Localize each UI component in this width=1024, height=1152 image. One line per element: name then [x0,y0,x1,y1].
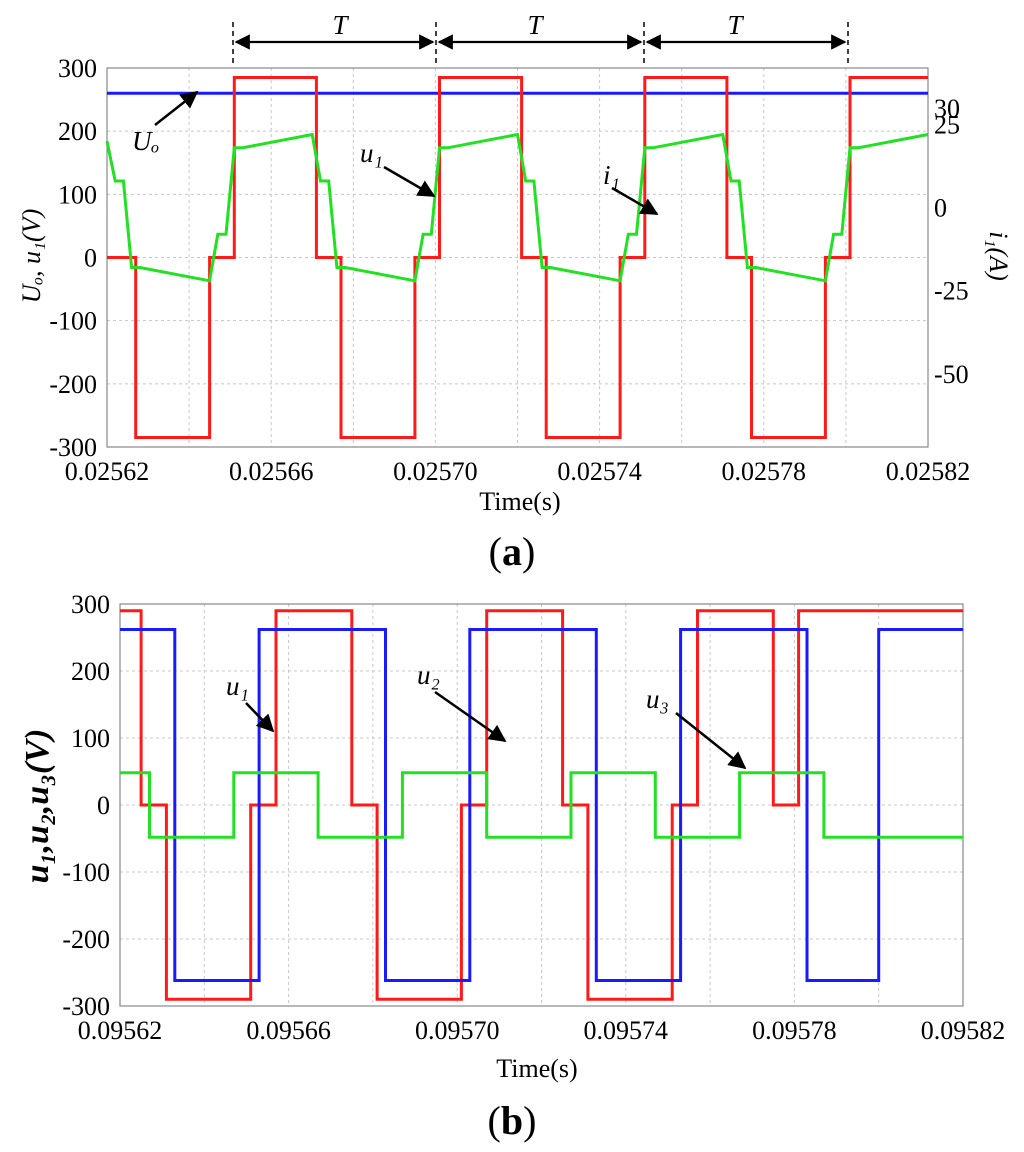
chart-a-y-axis-label: Uₒ, u₁(V) [17,209,46,303]
right-y-tick-label: 0 [934,194,947,223]
x-tick-label: 0.02562 [65,457,150,486]
chart-b-series [120,609,963,1001]
x-tick-label: 0.02566 [229,457,314,486]
chart-a-right-y-axis-label: i₁(A) [984,231,1013,280]
chart-b-gridlines [120,604,963,1006]
x-tick-label: 0.09570 [415,1016,500,1045]
series-line-i1 [105,132,929,283]
panel-label-a: (a) [489,529,536,574]
y-tick-label: 300 [58,54,97,83]
chart-a-x-tick-labels: 0.02562 0.02566 0.02570 0.02574 0.02578 0.025… [65,457,971,486]
uo-annotation-arrow [154,90,199,126]
u1-annotation-label-b: u₁ [226,671,249,701]
y-tick-label: 0 [84,244,97,273]
u3-annotation-arrow [675,712,747,770]
series-line-u1 [120,609,963,1001]
y-tick-label: -300 [62,992,110,1021]
chart-b: 0.09562 0.09566 0.09570 0.09574 0.09578 0.095… [19,590,1005,1143]
chart-a-gridlines [107,68,928,447]
chart-a-annotations: Uₒ u₁ i₁ [132,90,659,216]
y-tick-label: 200 [58,117,97,146]
chart-b-plot-frame [119,603,964,1007]
x-tick-label: 0.02582 [886,457,971,486]
series-line-u3 [120,771,963,839]
panel-label-b: (b) [488,1098,537,1143]
chart-a-period-markers: T T T [232,10,849,66]
series-line-u2 [120,628,963,982]
y-tick-label: -100 [62,858,110,887]
x-tick-label: 0.02574 [557,457,642,486]
y-tick-label: 100 [71,724,110,753]
y-tick-label: 200 [71,657,110,686]
right-y-tick-label: -50 [934,360,969,389]
y-tick-label: 100 [58,180,97,209]
x-tick-label: 0.09562 [78,1016,163,1045]
period-label-2: T [527,10,544,40]
x-tick-label: 0.02570 [393,457,478,486]
u2-annotation-label: u₂ [417,660,440,690]
chart-b-x-axis-label: Time(s) [496,1054,577,1083]
uo-annotation-label: Uₒ [132,126,159,156]
x-tick-label: 0.09574 [584,1016,669,1045]
i1-annotation-arrow [611,186,659,216]
right-y-tick-label: 25 [934,111,960,140]
right-y-tick-label: -25 [934,277,969,306]
right-y-tick-label: 30 [934,94,960,123]
chart-a-x-axis-label: Time(s) [479,487,560,516]
x-tick-label: 0.02578 [722,457,807,486]
y-tick-label: -100 [49,307,97,336]
chart-b-x-tick-labels: 0.09562 0.09566 0.09570 0.09574 0.09578 0.095… [78,1016,1006,1045]
u1-annotation-label-a: u₁ [360,138,383,168]
i1-annotation-label: i₁ [603,160,620,190]
y-tick-label: 300 [71,590,110,619]
period-label-1: T [332,10,349,40]
x-tick-label: 0.09582 [921,1016,1006,1045]
y-tick-label: -200 [62,925,110,954]
u1-annotation-arrow-a [383,165,436,198]
chart-b-y-tick-labels: -300 -200 -100 0 100 200 300 [62,590,110,1021]
chart-a-y-tick-labels: -300 -200 -100 0 100 200 300 [49,54,97,462]
u2-annotation-arrow [434,690,507,743]
y-tick-label: -200 [49,370,97,399]
u1-annotation-arrow-b [245,702,275,733]
y-tick-label: -300 [49,433,97,462]
x-tick-label: 0.09566 [246,1016,331,1045]
period-label-3: T [727,10,744,40]
chart-a: 0.02562 0.02566 0.02570 0.02574 0.02578 0.025… [17,10,1013,574]
y-tick-label: 0 [97,791,110,820]
chart-a-series [105,76,929,439]
x-tick-label: 0.09578 [752,1016,837,1045]
u3-annotation-label: u₃ [646,684,669,714]
chart-b-y-axis-label: u₁,u₂,u₃(V) [19,729,56,884]
chart-b-annotations: u₁ u₂ u₃ [226,660,747,770]
series-line-u1 [107,76,928,439]
